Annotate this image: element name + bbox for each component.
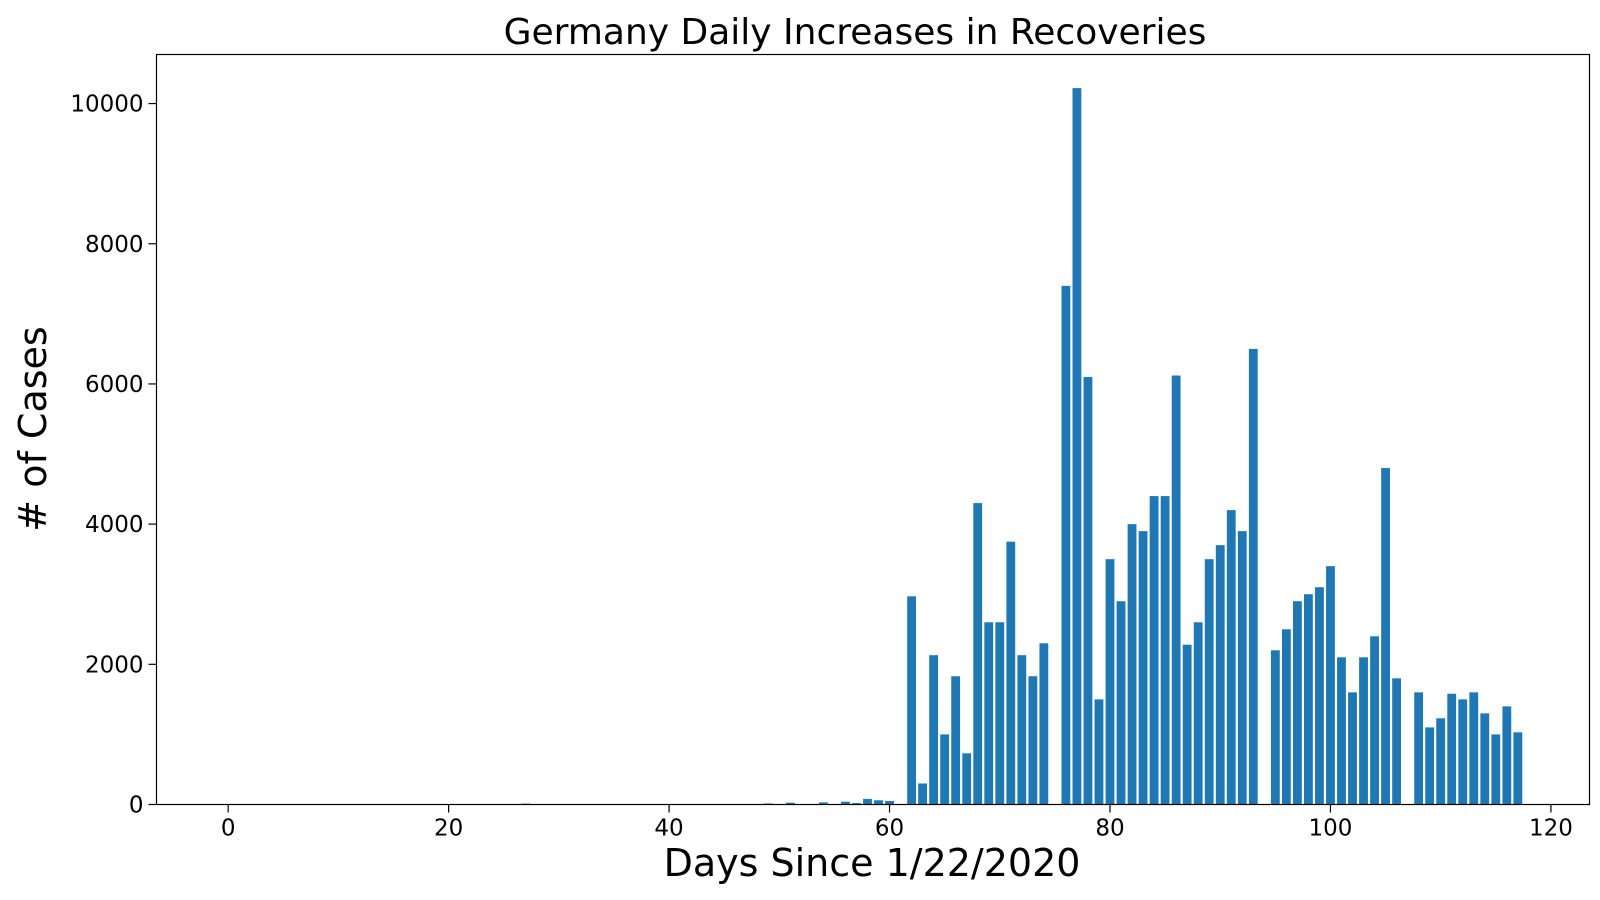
bar-day-56: [841, 801, 850, 805]
bar-day-69: [984, 622, 994, 805]
bar-day-100: [1326, 566, 1335, 805]
bar-day-115: [1491, 734, 1501, 805]
bar-day-77: [1072, 88, 1082, 805]
bar-day-96: [1281, 629, 1291, 805]
y-tick-label: 10000: [70, 92, 143, 118]
bar-day-81: [1116, 601, 1126, 805]
y-axis-label: # of Cases: [11, 326, 55, 531]
x-axis-label: Days Since 1/22/2020: [664, 841, 1081, 885]
bar-day-91: [1226, 510, 1236, 805]
bar-day-68: [973, 503, 983, 805]
bar-day-112: [1458, 699, 1468, 805]
x-tick-label: 40: [654, 816, 683, 842]
bar-day-63: [918, 783, 928, 805]
x-axis: 0 20 40 60 80 100 120: [221, 804, 1573, 842]
bar-day-82: [1127, 524, 1137, 805]
bar-day-67: [962, 753, 972, 805]
y-tick-label: 2000: [85, 652, 144, 678]
bar-day-60: [885, 801, 894, 805]
bar-day-88: [1193, 622, 1203, 805]
y-tick-label: 8000: [85, 232, 144, 258]
bar-day-76: [1061, 285, 1071, 805]
bar-day-95: [1270, 650, 1280, 805]
bar-day-59: [874, 800, 883, 805]
bar-day-72: [1017, 655, 1027, 805]
x-tick-label: 20: [434, 816, 463, 842]
y-axis: 0 2000 4000 6000 8000 10000: [70, 92, 157, 819]
x-tick-label: 0: [221, 816, 236, 842]
bar-day-92: [1237, 531, 1247, 805]
bar-day-57: [852, 803, 861, 805]
bar-day-101: [1337, 657, 1346, 805]
bar-day-114: [1480, 713, 1490, 805]
bar-day-102: [1348, 692, 1357, 805]
bar-day-84: [1149, 496, 1159, 805]
bar-day-109: [1425, 727, 1435, 805]
y-tick-label: 6000: [85, 372, 144, 398]
bar-day-71: [1006, 541, 1016, 805]
bar-day-83: [1138, 531, 1148, 805]
chart-title: Germany Daily Increases in Recoveries: [504, 12, 1207, 53]
y-tick-label: 4000: [85, 512, 144, 538]
bar-day-74: [1039, 643, 1049, 805]
bar-day-54: [818, 802, 828, 805]
bar-day-86: [1171, 375, 1181, 805]
bar-day-98: [1304, 594, 1313, 805]
bar-day-80: [1105, 559, 1115, 805]
bar-day-90: [1215, 545, 1225, 805]
bar-day-51: [785, 802, 795, 805]
bar-day-116: [1502, 706, 1512, 805]
bar-day-99: [1315, 587, 1324, 805]
y-tick-label: 0: [129, 793, 144, 819]
bar-day-73: [1028, 676, 1038, 805]
bar-day-106: [1392, 678, 1402, 805]
bar-day-85: [1160, 496, 1170, 805]
bar-day-78: [1083, 376, 1093, 805]
bar-day-111: [1447, 693, 1457, 805]
bar-day-93: [1248, 348, 1258, 805]
bar-day-66: [951, 676, 961, 805]
x-tick-label: 100: [1309, 816, 1353, 842]
bar-day-97: [1292, 601, 1302, 805]
bar-day-108: [1414, 692, 1424, 805]
bar-day-105: [1381, 468, 1390, 805]
bar-day-70: [995, 622, 1005, 805]
bar-day-104: [1370, 636, 1379, 805]
bar-day-113: [1469, 692, 1479, 805]
bar-day-64: [929, 655, 939, 805]
bar-day-58: [863, 798, 872, 805]
x-tick-label: 80: [1095, 816, 1124, 842]
x-tick-label: 60: [875, 816, 904, 842]
bar-day-62: [907, 596, 916, 805]
plot-frame: [155, 53, 1591, 806]
bar-day-87: [1182, 644, 1192, 805]
bar-day-117: [1513, 732, 1523, 805]
bar-day-65: [940, 734, 950, 805]
bar-day-103: [1359, 657, 1368, 805]
bar-day-89: [1204, 559, 1214, 805]
bar-day-79: [1094, 699, 1104, 805]
bar-day-110: [1436, 718, 1446, 805]
bars-group: [521, 88, 1523, 805]
x-tick-label: 120: [1529, 816, 1573, 842]
